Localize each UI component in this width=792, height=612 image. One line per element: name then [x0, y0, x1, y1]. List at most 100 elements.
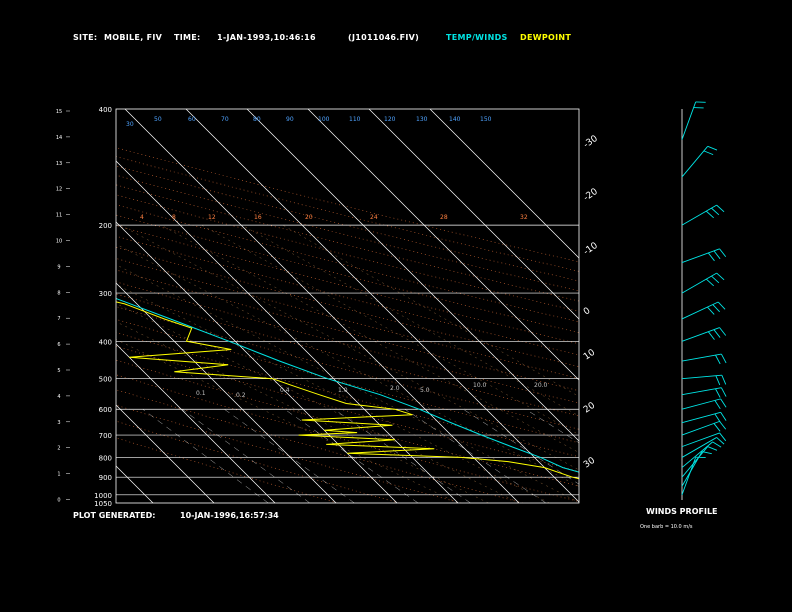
wind-barb	[681, 437, 717, 458]
wind-barb-flag	[712, 441, 722, 448]
isotherm-right-label: 20	[582, 401, 597, 416]
isotherm	[116, 343, 276, 503]
dry-adiabat	[116, 258, 579, 379]
dry-adiabat-label: 60	[188, 116, 196, 123]
dry-adiabat	[116, 204, 579, 323]
wind-barb-flag	[716, 204, 725, 213]
dry-adiabat-label: 140	[449, 116, 461, 123]
isotherm	[124, 109, 520, 503]
dry-adiabat	[116, 184, 579, 302]
wind-barb-flag	[714, 400, 721, 410]
dry-adiabat	[116, 374, 579, 502]
wind-barb-flag	[717, 301, 726, 310]
dry-adiabat-label: 30	[126, 121, 134, 128]
wind-barb-flag	[711, 207, 720, 216]
mixing-ratio-line	[284, 409, 419, 503]
wind-barb-flag	[716, 437, 725, 445]
plot-generated-label: PLOT GENERATED:	[73, 511, 156, 520]
pressure-label: 800	[99, 454, 112, 462]
mixing-ratio-line	[463, 409, 579, 485]
wind-barb	[681, 432, 720, 448]
pressure-label: 300	[99, 290, 112, 298]
wind-barb-flag	[713, 250, 721, 260]
wind-barb-flag	[714, 413, 721, 423]
isotherm-right-label: -30	[582, 134, 600, 151]
wind-barb	[681, 374, 722, 380]
dry-adiabat-label: 130	[416, 116, 428, 123]
dewpoint-profile	[116, 301, 579, 480]
pressure-label: 600	[99, 406, 112, 414]
wind-barb	[681, 353, 722, 362]
dry-adiabat	[116, 404, 462, 503]
wind-barb	[681, 204, 717, 226]
dry-adiabat	[116, 293, 579, 417]
dry-adiabat	[116, 147, 579, 263]
dry-adiabat	[116, 437, 338, 503]
pressure-label: 500	[99, 376, 112, 384]
mixing-ratio-label: 12	[208, 214, 216, 221]
mixing-ratio-line	[182, 409, 310, 503]
dry-adiabat-label: 110	[349, 116, 361, 123]
moist-adiabat	[116, 303, 520, 503]
moist-label: 0.2	[236, 392, 246, 399]
plot-generated-value: 10-JAN-1996,16:57:34	[180, 511, 279, 520]
dry-adiabat	[116, 235, 579, 356]
isotherm-right-label: -20	[582, 187, 600, 204]
wind-barb	[681, 327, 720, 342]
wind-barb-flag	[707, 252, 715, 262]
dry-adiabat-label: 150	[480, 116, 492, 123]
dry-adiabat-label: 50	[154, 116, 162, 123]
dry-adiabat-label: 120	[384, 116, 396, 123]
moist-label: 1.0	[338, 387, 348, 394]
pressure-label: 1050	[94, 500, 112, 508]
mixing-ratio-label: 28	[440, 214, 448, 221]
mixing-ratio-label: 4	[140, 214, 144, 221]
pressure-label: 900	[99, 474, 112, 482]
mixing-ratio-line	[142, 409, 269, 503]
winds-profile-title: WINDS PROFILE	[646, 507, 718, 516]
plot-frame	[115, 108, 580, 504]
wind-barb	[681, 101, 697, 140]
wind-barb-flag	[705, 278, 714, 287]
pressure-label: 200	[99, 222, 112, 230]
wind-barb	[681, 420, 720, 436]
height-label: 7	[57, 316, 60, 322]
height-label: 3	[57, 420, 60, 426]
dry-adiabat	[116, 194, 579, 312]
height-label: 10	[56, 239, 62, 245]
mixing-ratio-line	[333, 409, 471, 503]
wind-barb	[681, 248, 720, 263]
pressure-label: 700	[99, 432, 112, 440]
mixing-ratio-line	[525, 409, 579, 444]
moist-label: 2.0	[390, 385, 400, 392]
moist-label: 20.0	[534, 382, 548, 389]
winds-profile-note: One barb = 10.0 m/s	[640, 524, 693, 530]
temperature-profile	[116, 297, 579, 473]
isotherm	[246, 109, 579, 442]
dry-adiabat	[116, 225, 579, 345]
dry-adiabat	[116, 359, 579, 487]
dry-adiabat	[116, 165, 579, 282]
moist-label: 0.1	[196, 390, 206, 397]
isotherm	[185, 109, 579, 503]
wind-barb-flag	[707, 446, 718, 451]
moist-adiabat	[242, 224, 579, 417]
file-name: (J1011046.FIV)	[348, 33, 420, 42]
wind-barb	[681, 387, 722, 396]
moist-adiabat	[116, 243, 579, 487]
wind-barb	[681, 446, 709, 478]
height-label: 13	[56, 161, 62, 167]
isotherm	[116, 404, 215, 503]
isotherm	[429, 109, 579, 259]
moist-adiabat	[201, 224, 579, 436]
height-label: 2	[57, 446, 60, 452]
isotherm	[368, 109, 579, 320]
dry-adiabat	[116, 156, 579, 272]
wind-barb-flag	[703, 150, 714, 156]
wind-barb-flag	[720, 398, 727, 408]
height-label: 0	[57, 498, 60, 504]
wind-barb-flag	[707, 145, 718, 151]
wind-barb-flag	[719, 421, 727, 430]
dry-adiabat-label: 70	[221, 116, 229, 123]
height-label: 1	[57, 472, 60, 478]
